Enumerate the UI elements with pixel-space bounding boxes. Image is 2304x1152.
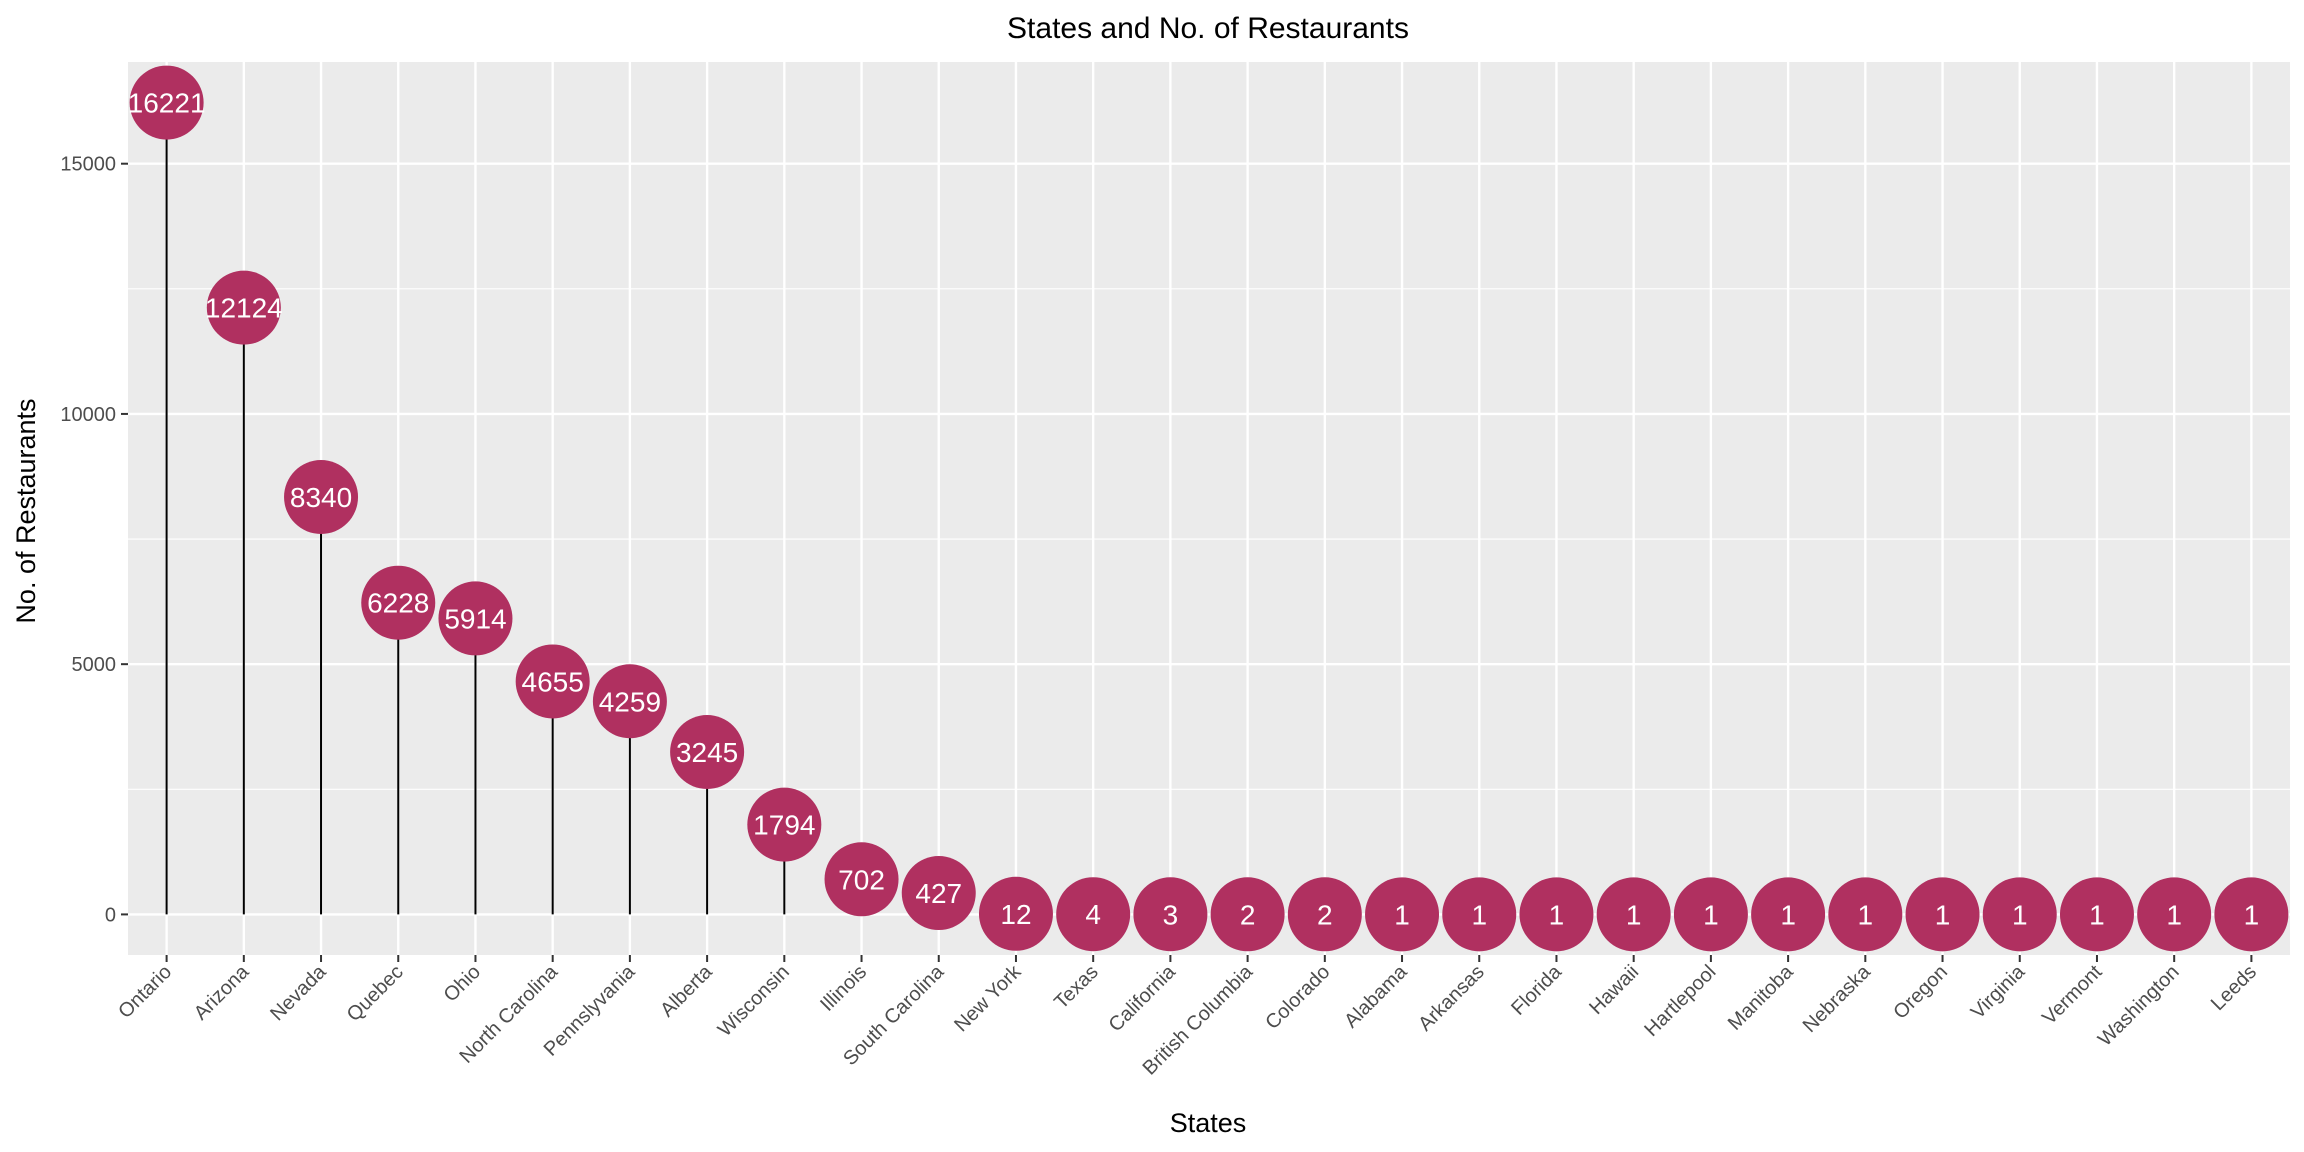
data-point [515, 644, 590, 719]
data-label: 1 [1626, 899, 1642, 930]
data-point [1673, 877, 1748, 952]
x-tick-label: Hawaii [1585, 961, 1643, 1019]
data-label: 1 [1780, 899, 1796, 930]
data-label: 16221 [128, 88, 206, 119]
data-point [438, 581, 513, 656]
data-label: 1 [2244, 899, 2260, 930]
data-label: 3 [1163, 899, 1179, 930]
data-point [978, 876, 1053, 951]
plot-panel [128, 62, 2290, 955]
x-tick-label: Hartlepool [1640, 961, 1720, 1041]
data-label: 3245 [676, 737, 738, 768]
data-label: 427 [915, 878, 962, 909]
data-point [2059, 877, 2134, 952]
x-tick-label: Florida [1507, 960, 1566, 1019]
data-point [1442, 877, 1517, 952]
data-point [361, 565, 436, 640]
data-point [1056, 877, 1131, 952]
data-label: 4 [1085, 899, 1101, 930]
data-label: 1 [2012, 899, 2028, 930]
data-label: 1 [1549, 899, 1565, 930]
x-tick-label: Vermont [2038, 961, 2107, 1030]
data-label: 4259 [599, 686, 661, 717]
data-label: 1 [2166, 899, 2182, 930]
data-point [1828, 877, 1903, 952]
data-label: 1 [1858, 899, 1874, 930]
y-tick-labels: 0 5000 10000 15000 [60, 154, 128, 926]
y-tick-label: 5000 [72, 654, 117, 676]
x-tick-label: Texas [1050, 961, 1103, 1014]
x-tick-label: Washington [2094, 961, 2184, 1051]
x-tick-label: Alabama [1340, 960, 1412, 1032]
data-label: 1 [1471, 899, 1487, 930]
chart-title: States and No. of Restaurants [1007, 12, 1409, 45]
data-label: 8340 [290, 482, 352, 513]
x-axis-title: States [1170, 1108, 1247, 1138]
data-label: 2 [1317, 899, 1333, 930]
data-point [2137, 877, 2212, 952]
data-point [1133, 877, 1208, 952]
data-point [1365, 877, 1440, 952]
data-label: 702 [838, 864, 885, 895]
x-tick-label: Arizona [190, 960, 254, 1024]
data-label: 1 [1935, 899, 1951, 930]
data-point [670, 715, 745, 790]
data-label: 2 [1240, 899, 1256, 930]
x-tick-label: Nebraska [1799, 960, 1876, 1037]
data-label: 5914 [444, 603, 506, 634]
data-label: 4655 [522, 666, 584, 697]
data-point [1210, 877, 1285, 952]
x-tick-label: Virginia [1967, 960, 2030, 1023]
x-tick-label: Arkansas [1414, 961, 1489, 1036]
x-tick-label: Colorado [1261, 961, 1334, 1034]
x-tick-label: Wisconsin [714, 961, 794, 1041]
data-point [592, 664, 667, 739]
x-tick-label: Illinois [816, 961, 871, 1016]
x-tick-label: Oregon [1889, 961, 1952, 1024]
data-point [1751, 877, 1826, 952]
data-point [129, 65, 204, 140]
x-tick-label: Quebec [343, 961, 408, 1026]
data-point [824, 842, 899, 917]
data-point [901, 856, 976, 931]
data-point [1905, 877, 1980, 952]
x-tick-label: Ohio [440, 961, 485, 1006]
x-tick-label: Nevada [266, 960, 331, 1025]
y-tick-label: 15000 [60, 154, 116, 176]
data-label: 1 [1394, 899, 1410, 930]
y-tick-label: 0 [105, 904, 116, 926]
data-point [1519, 877, 1594, 952]
data-label: 1 [2089, 899, 2105, 930]
data-label: 12124 [205, 293, 283, 324]
y-axis-title: No. of Restaurants [11, 398, 41, 623]
x-tick-label: Ontario [114, 961, 176, 1023]
data-point [747, 787, 822, 862]
data-point [2214, 877, 2289, 952]
data-points: 1622112124834062285914465542593245179470… [128, 65, 2289, 952]
data-label: 6228 [367, 588, 429, 619]
x-tick-label: Alberta [656, 960, 717, 1021]
data-point [1982, 877, 2057, 952]
data-point [206, 270, 281, 345]
x-tick-label: Manitoba [1724, 960, 1798, 1034]
data-label: 1 [1703, 899, 1719, 930]
data-label: 1794 [753, 810, 815, 841]
data-point [284, 460, 359, 535]
data-point [1596, 877, 1671, 952]
data-point [1287, 877, 1362, 952]
x-tick-label: California [1105, 960, 1181, 1036]
data-label: 12 [1000, 899, 1031, 930]
y-tick-label: 10000 [60, 404, 116, 426]
x-tick-label: New York [950, 960, 1026, 1036]
x-tick-label: Leeds [2207, 961, 2261, 1015]
